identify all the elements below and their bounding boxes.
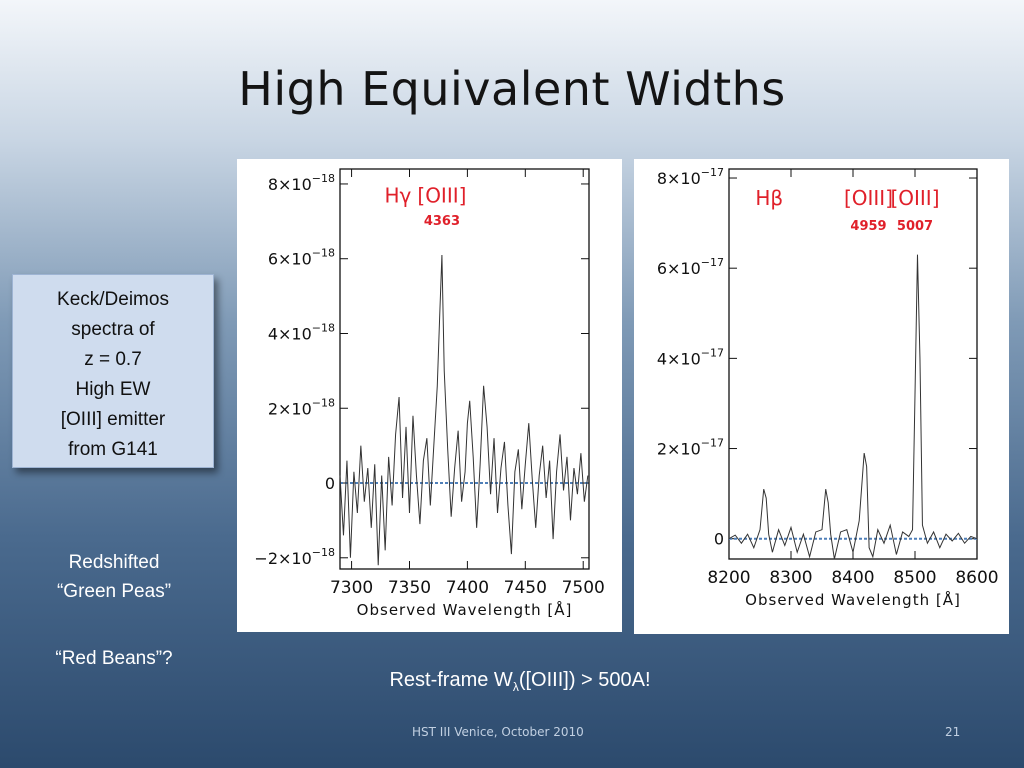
description-box: Keck/Deimos spectra of z = 0.7 High EW […: [12, 274, 214, 468]
side-line: “Red Beans”?: [55, 648, 173, 669]
y-tick-exponent: −18: [312, 321, 335, 334]
spectrum-chart-hgamma: 8×10−18 6×10−18 4×10−18 2×10−18 0 −2×10−18 730…: [254, 168, 605, 619]
green-peas-text: Redshifted “Green Peas”: [0, 548, 228, 606]
page-number: 21: [945, 725, 961, 739]
footer-text: HST III Venice, October 2010: [412, 725, 584, 739]
y-tick-exponent: −17: [701, 437, 724, 450]
emission-line-label: [OIII]: [417, 184, 466, 208]
y-tick-label: 4×10−17: [657, 346, 724, 368]
y-tick-exponent: −18: [312, 546, 335, 559]
x-tick-label: 8600: [955, 568, 998, 588]
x-tick-label: 7300: [330, 578, 373, 598]
note-line: Keck/Deimos: [57, 289, 169, 310]
y-tick-exponent: −18: [312, 247, 335, 260]
y-tick-label: 6×10−17: [657, 256, 724, 278]
side-line: “Green Peas”: [56, 581, 172, 602]
emission-line-label: Hβ: [755, 186, 783, 210]
x-tick-label: 8300: [769, 568, 812, 588]
note-line: from G141: [68, 439, 158, 460]
side-line: Redshifted: [68, 552, 160, 573]
red-beans-text: “Red Beans”?: [0, 644, 228, 673]
x-tick-label: 8400: [831, 568, 874, 588]
spectrum-line: [728, 254, 978, 560]
emission-line-label: 5007: [897, 219, 933, 234]
y-tick-label: 0: [714, 530, 724, 549]
x-axis-label: Observed Wavelength [Å]: [357, 600, 573, 619]
y-tick-label: 8×10−17: [657, 166, 724, 188]
note-line: High EW: [75, 379, 151, 400]
y-tick-exponent: −18: [312, 396, 335, 409]
x-tick-label: 7450: [504, 578, 547, 598]
plot-frame: [339, 168, 590, 570]
x-tick-label: 7500: [562, 578, 605, 598]
emission-line-label: 4363: [424, 214, 460, 229]
y-tick-exponent: −18: [312, 172, 335, 185]
y-tick-label: 0: [325, 474, 335, 493]
caption-subscript: λ: [512, 680, 519, 694]
y-tick-label: 2×10−18: [268, 396, 335, 418]
y-tick-label: 2×10−17: [657, 437, 724, 459]
y-tick-exponent: −17: [701, 256, 724, 269]
emission-line-label: Hγ: [384, 184, 411, 208]
spectrum-chart-hbeta: 8×10−17 6×10−17 4×10−17 2×10−17 0 8200 8300 840…: [657, 166, 999, 609]
y-tick-exponent: −17: [701, 166, 724, 179]
y-tick-label: 8×10−18: [268, 172, 335, 194]
slide-title: High Equivalent Widths: [238, 62, 786, 116]
y-tick-label: 6×10−18: [268, 247, 335, 269]
x-tick-label: 7400: [446, 578, 489, 598]
y-tick-label: −2×10−18: [254, 546, 335, 568]
x-tick-label: 8500: [893, 568, 936, 588]
caption-prefix: Rest-frame W: [389, 669, 513, 691]
note-line: z = 0.7: [84, 349, 142, 370]
y-tick-exponent: −17: [701, 346, 724, 359]
note-line: spectra of: [71, 319, 155, 340]
spectrum-panel-hgamma: 8×10−18 6×10−18 4×10−18 2×10−18 0 −2×10−18 730…: [237, 159, 622, 632]
emission-line-label: [OIII]: [890, 186, 939, 210]
emission-line-label: 4959: [850, 219, 886, 234]
emission-line-label: [OIII]: [844, 186, 893, 210]
caption: Rest-frame Wλ([OIII]) > 500A!: [260, 669, 780, 694]
x-axis-label: Observed Wavelength [Å]: [745, 590, 961, 609]
caption-suffix: ([OIII]) > 500A!: [518, 669, 651, 691]
y-tick-label: 4×10−18: [268, 321, 335, 343]
spectrum-line: [339, 254, 589, 566]
x-tick-label: 7350: [388, 578, 431, 598]
note-line: [OIII] emitter: [60, 409, 166, 430]
x-tick-label: 8200: [707, 568, 750, 588]
spectrum-panel-hbeta: 8×10−17 6×10−17 4×10−17 2×10−17 0 8200 8300 840…: [634, 159, 1009, 634]
